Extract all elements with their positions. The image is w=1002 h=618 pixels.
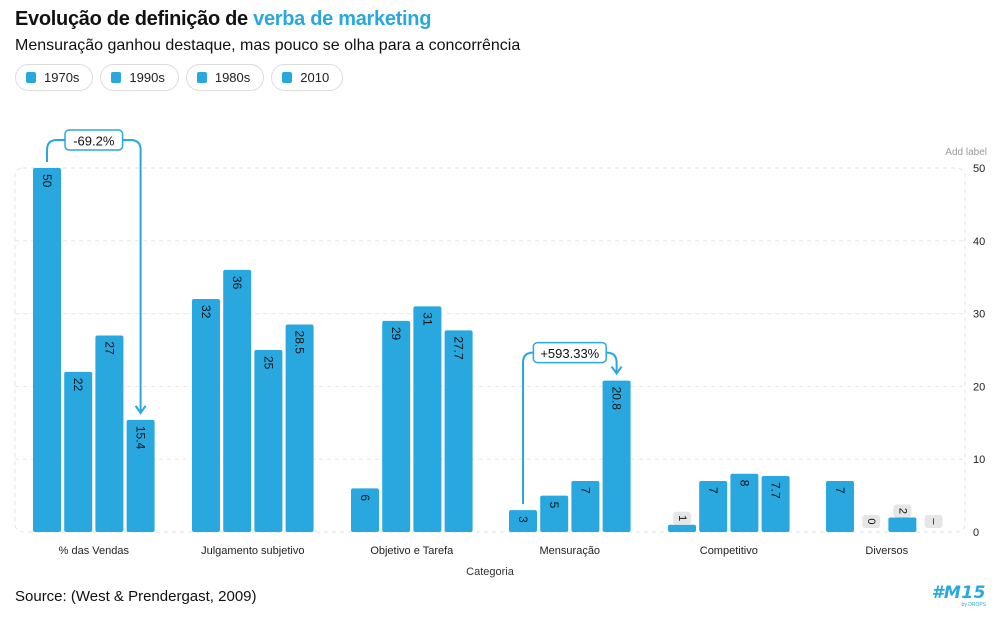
bar-1970s: [192, 299, 220, 532]
data-label: 1: [676, 515, 688, 521]
data-label: 36: [230, 276, 244, 290]
data-label: –: [928, 518, 940, 525]
data-label: 6: [358, 494, 372, 501]
bar-2010: [126, 419, 155, 532]
legend-label: 1980s: [214, 70, 251, 85]
data-label: 22: [71, 378, 85, 392]
annotation-arrowhead: [610, 365, 623, 376]
legend-label: 2010: [300, 70, 330, 85]
bar-1980s: [730, 473, 759, 532]
data-label: 0: [865, 518, 877, 524]
plot-frame: [14, 167, 966, 533]
annotation-badge: [532, 341, 607, 364]
data-label: 7: [833, 487, 847, 494]
bar-1970s: [351, 488, 379, 532]
bar-2010: [444, 330, 473, 532]
data-label: 5: [547, 502, 561, 509]
x-tick-label: % das Vendas: [59, 545, 130, 557]
x-tick-label: Diversos: [865, 545, 908, 557]
bar-1990s: [223, 269, 252, 532]
legend-item-2010[interactable]: 2010: [271, 64, 344, 91]
data-label: 25: [261, 356, 275, 370]
data-label: 27: [102, 341, 116, 355]
legend-label: 1990s: [129, 70, 165, 85]
data-label: 3: [516, 516, 530, 523]
bar-1970s: [826, 481, 854, 532]
data-label: 7: [578, 487, 592, 494]
data-label: 15.4: [134, 426, 148, 450]
legend-swatch: [26, 72, 36, 83]
bar-1990s: [64, 371, 93, 532]
annotation-arrow: [46, 139, 142, 413]
logo-subtext: by DROPS: [961, 602, 986, 608]
legend-swatch: [111, 72, 122, 83]
bar-1980s: [571, 481, 600, 532]
bar-2010: [602, 380, 631, 532]
data-label: 28.5: [293, 331, 307, 355]
legend-item-1990s[interactable]: 1990s: [100, 64, 179, 91]
x-tick-label: Mensuração: [540, 545, 601, 557]
data-label-badge: [673, 511, 691, 525]
bar-2010: [285, 324, 314, 532]
x-axis-title: Categoria: [466, 566, 515, 578]
title-highlight: verba de marketing: [253, 8, 432, 30]
logo-text: #M15: [931, 583, 986, 603]
chart-title: Evolução de definição de verba de market…: [15, 8, 431, 31]
source-note: Source: (West & Prendergast, 2009): [15, 588, 257, 605]
legend-swatch: [282, 72, 293, 83]
legend: 1970s 1990s 1980s 2010: [15, 64, 344, 91]
data-label: 7: [706, 487, 720, 494]
bar-1980s: [413, 306, 442, 532]
x-tick-label: Competitivo: [700, 545, 758, 557]
data-label: 27.7: [452, 336, 466, 360]
legend-item-1980s[interactable]: 1980s: [185, 64, 265, 91]
bar-2010: [761, 475, 790, 532]
data-label-badge: [924, 515, 943, 528]
data-label: 31: [420, 312, 434, 326]
data-label: 20.8: [610, 387, 624, 411]
y-tick-label: 40: [973, 236, 985, 248]
data-label-badge: [862, 515, 881, 528]
bar-1980s: [95, 335, 124, 532]
data-label: 50: [40, 174, 54, 188]
annotation-label: +593.33%: [540, 346, 599, 361]
brand-logo: #M15 by DROPS: [928, 584, 986, 612]
annotation-arrowhead: [134, 405, 147, 415]
legend-label: 1970s: [44, 70, 80, 85]
y-tick-label: 10: [973, 454, 985, 466]
data-label: 7.7: [769, 482, 783, 499]
data-label: 32: [199, 305, 213, 319]
data-label-badge: [893, 504, 912, 518]
legend-swatch: [196, 72, 207, 83]
bar-1970s: [509, 510, 537, 532]
y-tick-label: 50: [973, 163, 985, 175]
bar-1990s: [699, 481, 728, 532]
add-label-placeholder: Add label: [945, 147, 987, 158]
chart-subtitle: Mensuração ganhou destaque, mas pouco se…: [15, 37, 521, 54]
bar-1970s: [33, 168, 61, 532]
legend-item-1970s[interactable]: 1970s: [15, 64, 94, 91]
annotation-arrow: [522, 351, 618, 505]
annotation-badge: [64, 129, 124, 151]
y-tick-label: 30: [973, 309, 985, 321]
annotation-label: -69.2%: [73, 134, 115, 149]
x-tick-label: Objetivo e Tarefa: [370, 545, 454, 557]
y-tick-label: 20: [973, 381, 985, 393]
bar-1980s: [888, 517, 917, 532]
x-tick-label: Julgamento subjetivo: [201, 545, 304, 557]
bar-1990s: [382, 320, 411, 532]
bar-1990s: [540, 495, 569, 532]
bar-1970s: [668, 524, 696, 532]
data-label: 8: [737, 480, 751, 487]
data-label: 2: [896, 508, 908, 514]
bar-1980s: [254, 350, 283, 532]
data-label: 29: [389, 327, 403, 341]
y-tick-label: 0: [973, 527, 979, 539]
title-prefix: Evolução de definição de: [15, 8, 254, 30]
